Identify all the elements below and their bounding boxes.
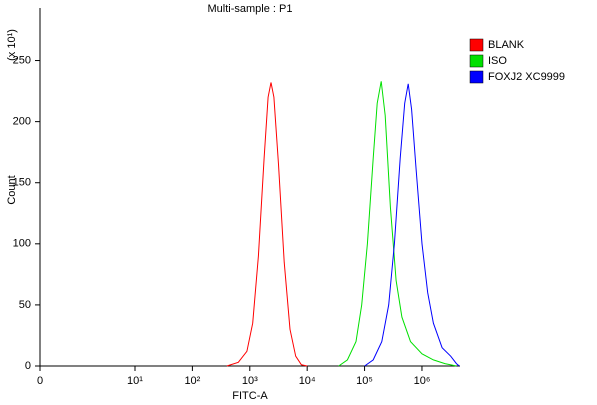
y-tick-label: 0 bbox=[25, 360, 31, 372]
histogram-line bbox=[226, 82, 308, 367]
y-tick-label: 150 bbox=[13, 177, 31, 189]
y-tick-label: 250 bbox=[13, 54, 31, 66]
histogram-line bbox=[364, 83, 460, 367]
legend-label: FOXJ2 XC9999 bbox=[488, 71, 565, 83]
x-tick-label: 10³ bbox=[242, 375, 258, 387]
legend-label: BLANK bbox=[488, 39, 525, 51]
y-axis-label: Count bbox=[6, 175, 18, 204]
legend-swatch bbox=[469, 54, 484, 68]
x-tick-label: 10¹ bbox=[127, 375, 143, 387]
x-tick-label: 0 bbox=[37, 375, 43, 387]
x-tick-label: 10⁴ bbox=[299, 375, 316, 387]
x-tick-label: 10⁵ bbox=[356, 375, 373, 387]
chart-title: Multi-sample : P1 bbox=[208, 3, 293, 15]
legend-label: ISO bbox=[488, 55, 507, 67]
legend-swatch bbox=[469, 70, 484, 84]
histogram-line bbox=[338, 81, 457, 367]
y-tick-label: 100 bbox=[13, 238, 31, 250]
y-tick-label: 50 bbox=[19, 299, 31, 311]
y-tick-label: 200 bbox=[13, 116, 31, 128]
y-axis-multiplier: (x 10¹) bbox=[6, 29, 18, 61]
x-tick-label: 10⁶ bbox=[414, 375, 431, 387]
x-axis-label: FITC-A bbox=[232, 390, 268, 402]
x-tick-label: 10² bbox=[184, 375, 200, 387]
legend-swatch bbox=[469, 38, 484, 52]
